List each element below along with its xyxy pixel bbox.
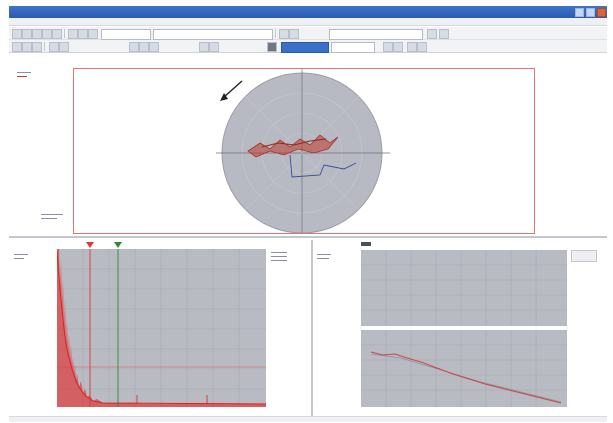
scale-bar <box>41 218 57 219</box>
help-icon[interactable] <box>439 29 449 39</box>
channel-select[interactable] <box>101 29 151 40</box>
new-file-icon[interactable] <box>12 29 22 39</box>
open-file-icon[interactable] <box>22 29 32 39</box>
legend-swatch <box>17 72 31 73</box>
export-icon[interactable] <box>407 42 417 52</box>
step-back-icon[interactable] <box>49 42 59 52</box>
legend-swatch <box>14 254 28 255</box>
readout-line <box>271 256 287 257</box>
spectrum-trace <box>56 249 267 407</box>
step-forward-icon[interactable] <box>59 42 69 52</box>
readout-box <box>571 250 597 262</box>
maximize-icon[interactable] <box>586 8 595 17</box>
orbit-trace-blue <box>289 154 357 178</box>
lock-icon[interactable] <box>383 42 393 52</box>
mode-select[interactable] <box>329 29 423 40</box>
zoom-out-icon[interactable] <box>139 42 149 52</box>
toolbar-separator <box>64 29 65 38</box>
cursor-icon[interactable] <box>289 29 299 39</box>
cut-icon[interactable] <box>52 29 62 39</box>
menu-item-1[interactable] <box>13 19 29 25</box>
arrow-icon <box>220 80 243 101</box>
orbit-trace-red <box>247 134 339 158</box>
display-icon[interactable] <box>267 42 277 52</box>
stop-icon[interactable] <box>22 42 32 52</box>
menu-item-4[interactable] <box>67 19 83 25</box>
print-icon[interactable] <box>42 29 52 39</box>
scale-bar <box>41 214 63 215</box>
menu-item-8[interactable] <box>139 19 155 25</box>
unit-select[interactable] <box>331 42 375 53</box>
legend-swatch <box>317 258 329 259</box>
measured-trend-line <box>370 351 562 404</box>
window-title <box>13 7 243 16</box>
marker-icon[interactable] <box>279 29 289 39</box>
toolbar-separator <box>44 42 45 51</box>
legend-swatch <box>17 76 27 77</box>
readout-line <box>271 260 287 261</box>
pane-marker <box>361 242 371 246</box>
menu-item-5[interactable] <box>85 19 101 25</box>
fit-icon[interactable] <box>149 42 159 52</box>
polar-plot[interactable] <box>74 69 534 234</box>
view-select[interactable] <box>153 29 273 40</box>
pane-divider[interactable] <box>311 240 313 416</box>
lower-trend-plot-area[interactable] <box>361 330 567 407</box>
active-channel-select[interactable] <box>281 42 329 53</box>
toolbar-primary <box>9 27 607 40</box>
upper-trend-grid <box>361 250 567 326</box>
overlay-icon[interactable] <box>209 42 219 52</box>
upper-trend-plot-area[interactable] <box>361 250 567 326</box>
upper-trend-plot[interactable] <box>361 250 567 326</box>
close-view-icon[interactable] <box>417 42 427 52</box>
lower-trend-plot[interactable] <box>361 330 567 407</box>
polar-plot-frame[interactable] <box>73 68 535 234</box>
menu-item-6[interactable] <box>103 19 119 25</box>
menu-item-7[interactable] <box>121 19 137 25</box>
grid-icon[interactable] <box>199 42 209 52</box>
spectrum-plot[interactable] <box>56 249 267 407</box>
close-icon[interactable] <box>597 8 606 17</box>
minimize-icon[interactable] <box>575 8 584 17</box>
toolbar-secondary <box>9 40 607 53</box>
cursor-marker-green-icon[interactable] <box>113 241 123 249</box>
save-icon[interactable] <box>32 29 42 39</box>
spectrum-grid <box>57 249 266 407</box>
status-bar <box>9 416 607 422</box>
refresh-icon[interactable] <box>393 42 403 52</box>
menu-item-3[interactable] <box>49 19 65 25</box>
undo-icon[interactable] <box>68 29 78 39</box>
legend-swatch <box>14 258 24 259</box>
spectrum-plot-area[interactable] <box>56 249 267 407</box>
settings-icon[interactable] <box>427 29 437 39</box>
menu-item-2[interactable] <box>31 19 47 25</box>
cursor-marker-red-icon[interactable] <box>85 241 95 249</box>
readout-line <box>271 252 287 253</box>
polar-disc <box>216 69 390 234</box>
play-icon[interactable] <box>12 42 22 52</box>
title-bar <box>9 6 607 18</box>
toolbar-separator <box>275 29 276 38</box>
redo-icon[interactable] <box>78 29 88 39</box>
zoom-icon[interactable] <box>88 29 98 39</box>
zoom-in-icon[interactable] <box>129 42 139 52</box>
record-icon[interactable] <box>32 42 42 52</box>
menu-bar <box>9 18 607 26</box>
legend-swatch <box>317 254 331 255</box>
